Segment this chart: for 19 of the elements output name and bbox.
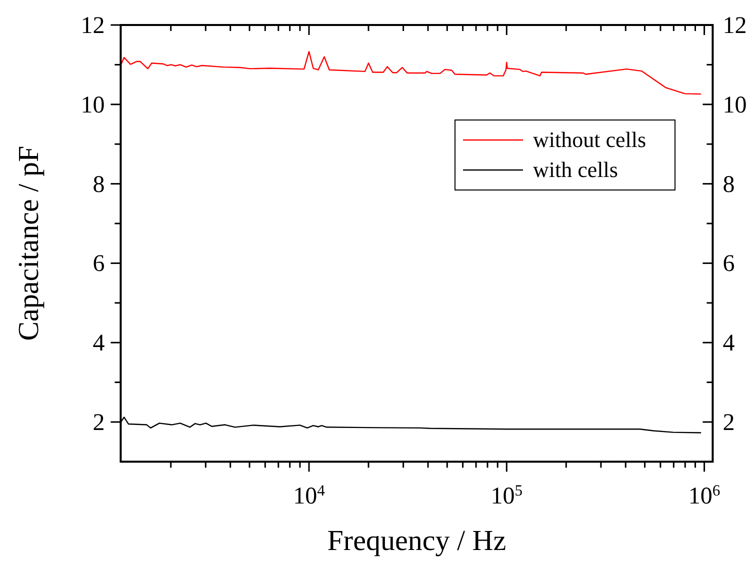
y2-tick-label: 8 bbox=[722, 172, 735, 198]
y-tick-label: 6 bbox=[92, 251, 105, 278]
y2-tick-label: 6 bbox=[722, 251, 735, 278]
x-axis-title: Frequency / Hz bbox=[327, 525, 506, 557]
y-tick-label: 4 bbox=[92, 330, 105, 357]
y2-tick-label: 12 bbox=[722, 13, 747, 39]
y2-tick-label: 4 bbox=[722, 330, 735, 357]
y2-tick-label: 10 bbox=[722, 92, 747, 118]
y-tick-label: 2 bbox=[92, 410, 105, 436]
y2-tick-label: 2 bbox=[722, 410, 735, 436]
y-axis-title: Capacitance / pF bbox=[13, 146, 45, 341]
legend-label: with cells bbox=[533, 157, 618, 182]
y-tick-label: 10 bbox=[80, 92, 105, 118]
y-tick-label: 12 bbox=[80, 13, 105, 39]
x-tick-label: 10$^{6}$ bbox=[688, 482, 720, 510]
x-tick-label: 10$^{4}$ bbox=[293, 482, 326, 510]
y-tick-label: 8 bbox=[92, 172, 105, 198]
legend-label: without cells bbox=[533, 127, 646, 152]
x-tick-label: 10$^{5}$ bbox=[490, 482, 523, 510]
